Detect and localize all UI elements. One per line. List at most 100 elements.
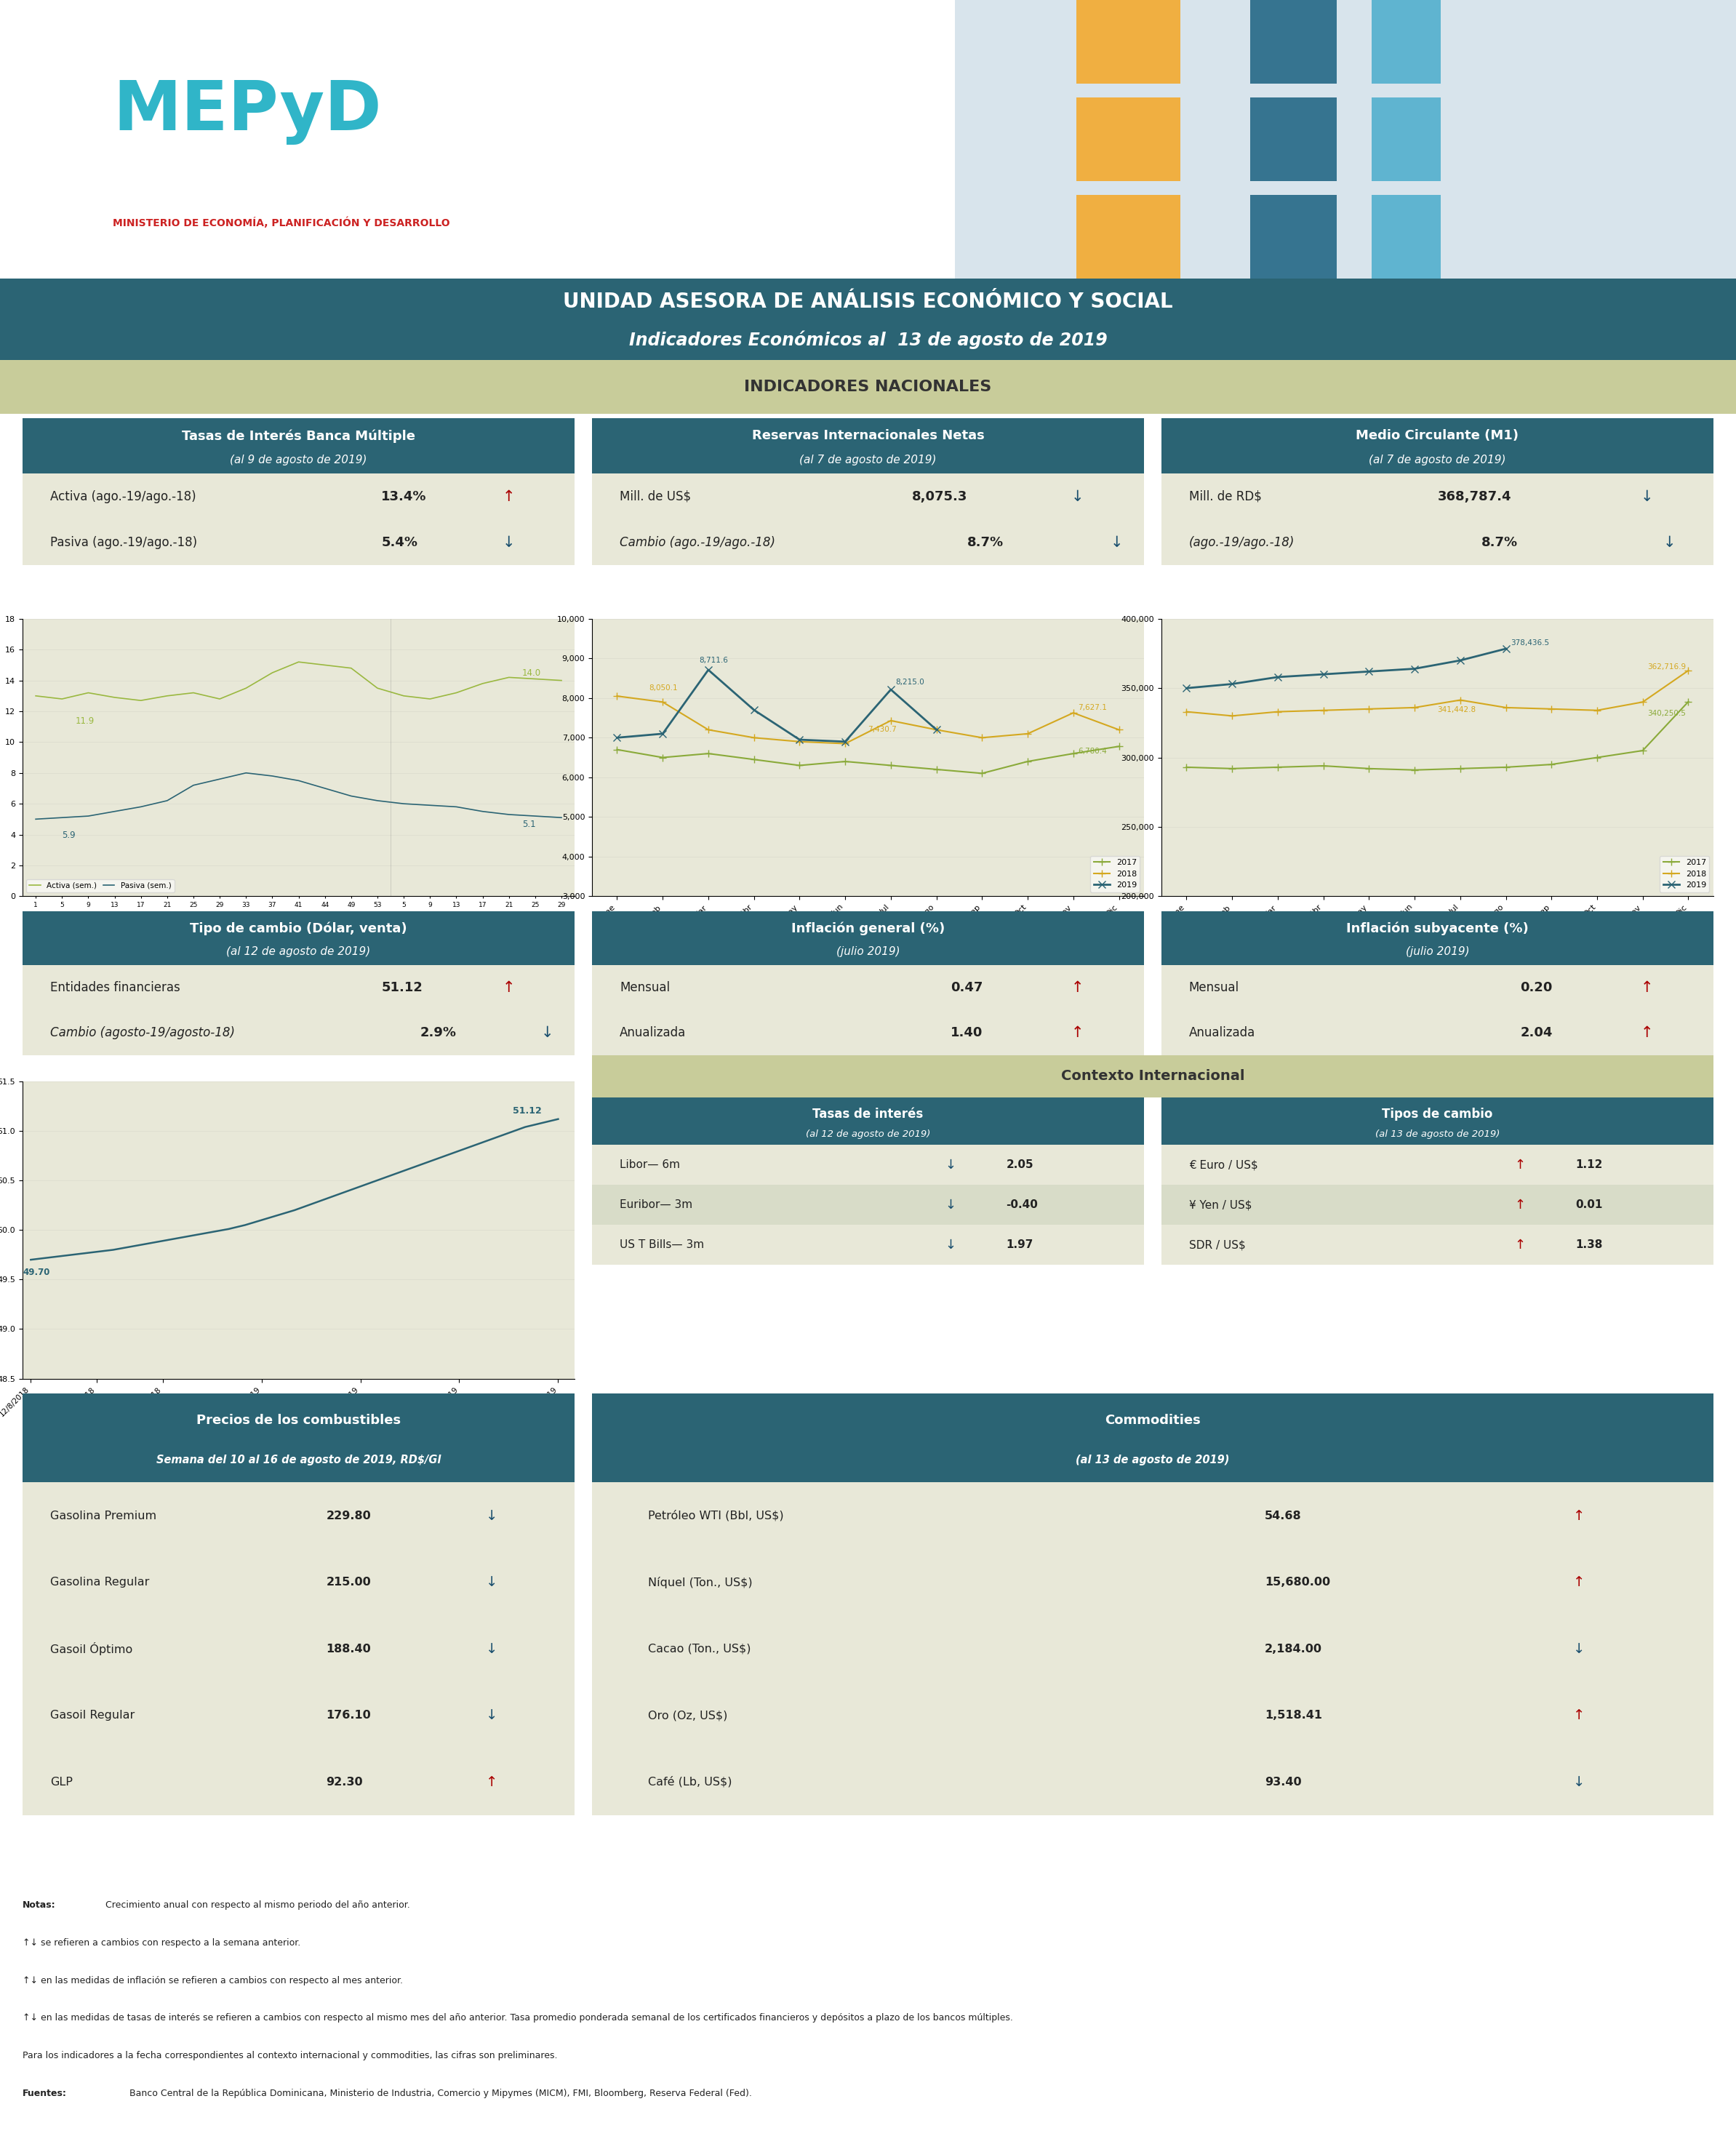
Text: 2.9%: 2.9% [420, 1027, 457, 1040]
Pasiva (sem.) [524, 804, 545, 830]
Text: ↑: ↑ [1071, 1025, 1085, 1040]
Text: Para los indicadores a la fecha correspondientes al contexto internacional y com: Para los indicadores a la fecha correspo… [23, 2052, 557, 2060]
2019 [1312, 662, 1333, 688]
Activa (sem.) [156, 684, 177, 710]
2017 [1587, 744, 1608, 770]
Text: 0.01: 0.01 [1576, 1198, 1602, 1209]
Text: Tasas de Interés Banca Múltiple: Tasas de Interés Banca Múltiple [182, 429, 415, 442]
Text: 2,184.00: 2,184.00 [1266, 1642, 1323, 1655]
Text: Mill. de RD$: Mill. de RD$ [1189, 491, 1262, 504]
Text: 1.97: 1.97 [1007, 1239, 1033, 1250]
Activa (sem.) [498, 665, 519, 690]
Activa (sem.) [78, 680, 99, 705]
2017 [1222, 755, 1243, 780]
Text: Gasoil Regular: Gasoil Regular [50, 1711, 135, 1722]
Text: ↑: ↑ [1573, 1576, 1585, 1589]
Text: Notas:: Notas: [23, 1902, 56, 1910]
Activa (sem.) [236, 675, 257, 701]
Pasiva (sem.) [210, 765, 231, 791]
Text: (julio 2019): (julio 2019) [837, 946, 899, 958]
Text: ↓: ↓ [946, 1158, 957, 1171]
2018 [790, 729, 811, 755]
Text: 8,050.1: 8,050.1 [649, 684, 677, 693]
Text: Oro (Oz, US$): Oro (Oz, US$) [648, 1711, 727, 1722]
Activa (sem.) [446, 680, 467, 705]
Text: Euribor— 3m: Euribor— 3m [620, 1198, 693, 1209]
Text: 368,787.4: 368,787.4 [1437, 491, 1512, 504]
Text: Inflación subyacente (%): Inflación subyacente (%) [1345, 922, 1529, 935]
Text: Gasolina Premium: Gasolina Premium [50, 1509, 156, 1520]
2019 [1404, 656, 1425, 682]
2018 [1587, 697, 1608, 723]
Line: Pasiva (sem.): Pasiva (sem.) [36, 774, 561, 819]
2019 [1359, 658, 1380, 684]
Text: MEPyD: MEPyD [113, 77, 382, 146]
Text: 8,215.0: 8,215.0 [896, 678, 924, 686]
2018 [1359, 697, 1380, 723]
Line: Activa (sem.): Activa (sem.) [36, 662, 561, 701]
Bar [1076, 99, 1180, 182]
Text: 2.04: 2.04 [1521, 1027, 1552, 1040]
2017 [835, 748, 856, 774]
Pasiva (sem.) [498, 802, 519, 828]
Text: ↓: ↓ [1109, 536, 1123, 549]
2018 [1267, 699, 1288, 725]
Activa (sem.) [366, 675, 387, 701]
2017 [1679, 688, 1700, 714]
2017 [606, 738, 627, 763]
2017 [790, 753, 811, 778]
2017 [1109, 733, 1130, 759]
Pasiva (sem.) [314, 776, 335, 802]
Pasiva (sem.) [52, 804, 73, 830]
Text: Tipos de cambio: Tipos de cambio [1382, 1108, 1493, 1121]
Text: Contexto Internacional: Contexto Internacional [1061, 1070, 1245, 1083]
Text: Pasiva (ago.-19/ago.-18): Pasiva (ago.-19/ago.-18) [50, 536, 198, 549]
Activa (sem.) [104, 684, 125, 710]
2017 [1359, 755, 1380, 780]
Text: 176.10: 176.10 [326, 1711, 372, 1722]
Pasiva (sem.) [262, 763, 283, 789]
Activa (sem.) [130, 688, 151, 714]
Text: ↓: ↓ [486, 1709, 498, 1722]
2018 [653, 688, 674, 714]
Activa (sem.) [420, 686, 441, 712]
Activa (sem.) [26, 684, 47, 710]
Text: 2019: 2019 [472, 948, 493, 956]
2019 [1175, 675, 1196, 701]
2019 [790, 727, 811, 753]
Pasiva (sem.) [78, 804, 99, 830]
Text: Semana del 10 al 16 de agosto de 2019, RD$/Gl: Semana del 10 al 16 de agosto de 2019, R… [156, 1456, 441, 1466]
Bar [1250, 195, 1337, 279]
Text: (al 9 de agosto de 2019): (al 9 de agosto de 2019) [231, 455, 366, 465]
Text: ↓: ↓ [486, 1509, 498, 1522]
2019 [1222, 671, 1243, 697]
Activa (sem.) [394, 684, 415, 710]
Text: Crecimiento anual con respecto al mismo periodo del año anterior.: Crecimiento anual con respecto al mismo … [106, 1902, 410, 1910]
Text: 7,430.7: 7,430.7 [868, 727, 898, 733]
Text: ↓: ↓ [1641, 489, 1654, 504]
Text: ↑: ↑ [1516, 1158, 1526, 1171]
2019 [698, 656, 719, 682]
2017 [1450, 755, 1470, 780]
Text: 0.47: 0.47 [951, 982, 983, 995]
2018 [606, 684, 627, 710]
2019 [880, 678, 901, 703]
Bar [1076, 195, 1180, 279]
Text: 215.00: 215.00 [326, 1576, 372, 1589]
2019 [1495, 637, 1516, 662]
Text: 8.7%: 8.7% [1481, 536, 1517, 549]
Text: Níquel (Ton., US$): Níquel (Ton., US$) [648, 1576, 752, 1589]
2017 [1542, 753, 1562, 778]
Text: ↑: ↑ [502, 489, 516, 504]
Text: 7,627.1: 7,627.1 [1078, 703, 1108, 712]
2018 [925, 716, 946, 742]
2017 [1495, 755, 1516, 780]
Text: 2.05: 2.05 [1007, 1160, 1033, 1171]
Pasiva (sem.) [340, 783, 361, 808]
Legend: 2017, 2018, 2019: 2017, 2018, 2019 [1660, 855, 1710, 892]
Activa (sem.) [314, 652, 335, 678]
2017 [653, 744, 674, 770]
Bar [1250, 0, 1337, 84]
Text: 1.40: 1.40 [951, 1027, 983, 1040]
Pasiva (sem.) [550, 804, 571, 830]
